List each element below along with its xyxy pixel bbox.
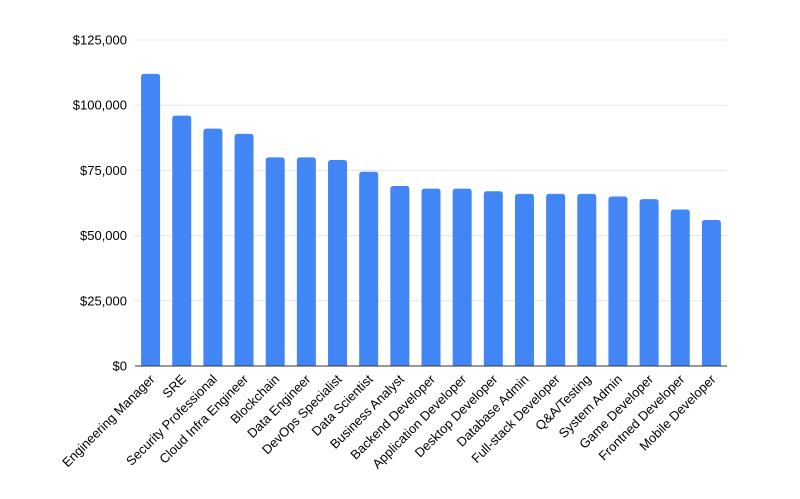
- y-axis-tick-label: $25,000: [80, 293, 127, 308]
- bar: [577, 193, 597, 366]
- y-axis-tick-label: $75,000: [80, 163, 127, 178]
- bar: [234, 133, 254, 366]
- bar: [608, 196, 628, 366]
- bar: [390, 186, 410, 366]
- bar: [483, 191, 503, 366]
- bar: [514, 193, 534, 366]
- bar: [639, 199, 659, 366]
- y-axis-tick-label: $50,000: [80, 228, 127, 243]
- bar: [141, 73, 161, 367]
- y-axis-tick-label: $0: [113, 359, 127, 374]
- bar: [265, 157, 285, 366]
- bar: [203, 128, 223, 366]
- bar: [421, 188, 441, 366]
- bar: [359, 171, 379, 366]
- bar: [296, 157, 316, 366]
- bar: [546, 193, 566, 366]
- bar: [172, 115, 192, 366]
- y-axis-tick-label: $125,000: [73, 33, 127, 48]
- bar: [670, 209, 690, 366]
- bar: [328, 159, 348, 366]
- bar: [452, 188, 472, 366]
- y-axis-tick-label: $100,000: [73, 98, 127, 113]
- bar: [701, 219, 721, 366]
